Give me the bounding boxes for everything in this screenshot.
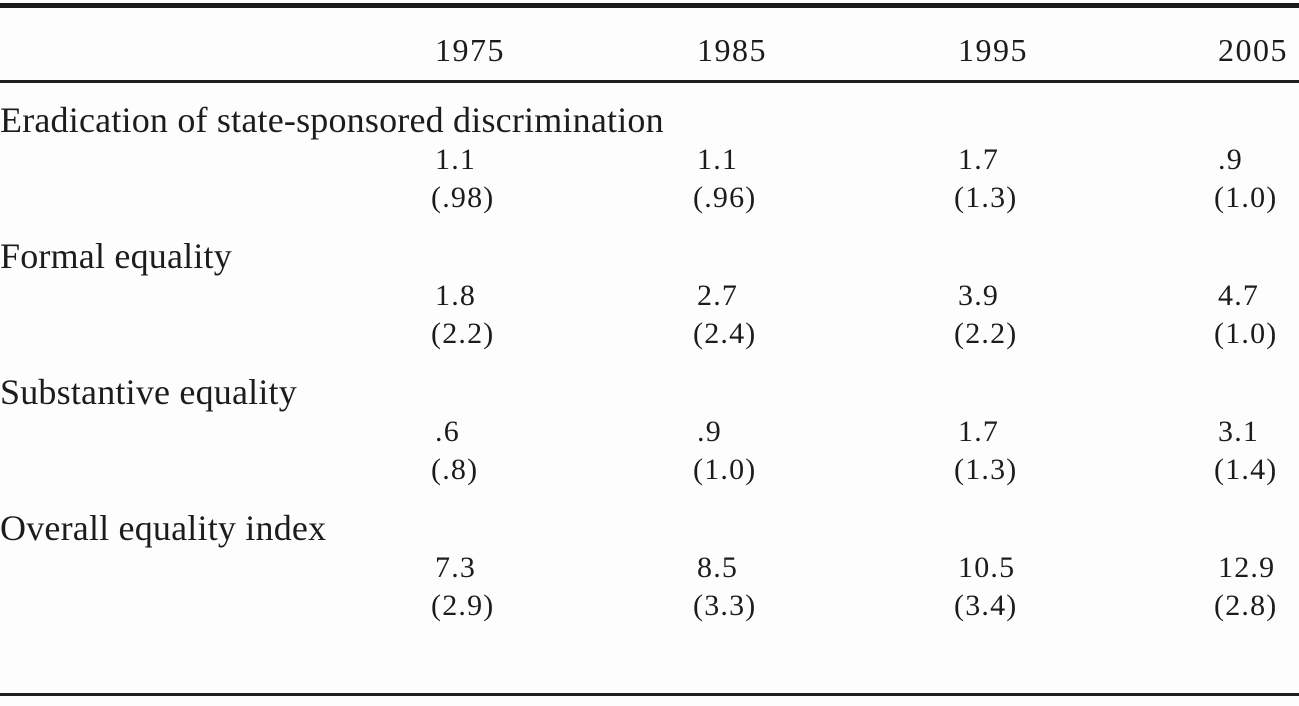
table-row-sd: (.98) (.96) (1.3) (1.0) — [0, 179, 1299, 217]
scanned-table-page: 1975 1985 1995 2005 Eradication of state… — [0, 3, 1299, 706]
stub-cell — [0, 587, 435, 625]
table-row-sd: (2.2) (2.4) (2.2) (1.0) — [0, 315, 1299, 353]
stub-cell — [0, 277, 435, 315]
row-label-overall-index: Overall equality index — [0, 508, 327, 548]
row-label-substantive-equality: Substantive equality — [0, 372, 297, 412]
stub-cell — [0, 315, 435, 353]
cell-sd: (2.8) — [1214, 589, 1278, 622]
cell-sd: (3.4) — [954, 589, 1018, 622]
table-row-label: Eradication of state-sponsored discrimin… — [0, 82, 1299, 142]
cell-mean: 3.1 — [1218, 415, 1260, 448]
cell-sd: (1.0) — [693, 453, 757, 486]
row-label-formal-equality: Formal equality — [0, 236, 232, 276]
cell-mean: 1.8 — [435, 279, 477, 312]
cell-sd: (1.3) — [954, 453, 1018, 486]
cell-sd: (2.9) — [431, 589, 495, 622]
bottom-rule — [0, 693, 1299, 696]
cell-mean: 4.7 — [1218, 279, 1260, 312]
table-row-values: .6 .9 1.7 3.1 — [0, 413, 1299, 451]
row-label-eradication: Eradication of state-sponsored discrimin… — [0, 100, 664, 140]
table-row-label: Formal equality — [0, 217, 1299, 277]
table-row-values: 1.1 1.1 1.7 .9 — [0, 141, 1299, 179]
cell-sd: (2.4) — [693, 317, 757, 350]
table-row-sd: (2.9) (3.3) (3.4) (2.8) — [0, 587, 1299, 625]
cell-sd: (1.0) — [1214, 317, 1278, 350]
table-header-row: 1975 1985 1995 2005 — [0, 8, 1299, 83]
cell-mean: 1.1 — [697, 143, 739, 176]
stub-cell — [0, 413, 435, 451]
cell-mean: .6 — [435, 415, 460, 448]
cell-sd: (1.4) — [1214, 453, 1278, 486]
top-rule — [0, 3, 1299, 8]
cell-mean: 10.5 — [958, 551, 1016, 584]
table-row-label: Substantive equality — [0, 353, 1299, 413]
table-row-label: Overall equality index — [0, 489, 1299, 549]
stub-cell — [0, 451, 435, 489]
cell-sd: (1.0) — [1214, 181, 1278, 214]
cell-mean: 1.1 — [435, 143, 477, 176]
cell-sd: (.96) — [693, 181, 757, 214]
cell-sd: (2.2) — [954, 317, 1018, 350]
column-header-1985: 1985 — [697, 8, 958, 83]
cell-mean: 1.7 — [958, 143, 1000, 176]
stub-cell — [0, 141, 435, 179]
cell-sd: (2.2) — [431, 317, 495, 350]
cell-mean: 3.9 — [958, 279, 1000, 312]
column-header-1995: 1995 — [958, 8, 1218, 83]
cell-mean: 1.7 — [958, 415, 1000, 448]
table-row-sd: (.8) (1.0) (1.3) (1.4) — [0, 451, 1299, 489]
table-row-values: 1.8 2.7 3.9 4.7 — [0, 277, 1299, 315]
cell-sd: (3.3) — [693, 589, 757, 622]
column-header-2005: 2005 — [1218, 8, 1299, 83]
cell-sd: (1.3) — [954, 181, 1018, 214]
cell-mean: 12.9 — [1218, 551, 1276, 584]
cell-mean: 7.3 — [435, 551, 477, 584]
cell-sd: (.8) — [431, 453, 479, 486]
column-header-1975: 1975 — [435, 8, 697, 83]
header-empty-cell — [0, 8, 435, 83]
stub-cell — [0, 179, 435, 217]
cell-mean: 2.7 — [697, 279, 739, 312]
equality-index-table: 1975 1985 1995 2005 Eradication of state… — [0, 8, 1299, 625]
table-row-values: 7.3 8.5 10.5 12.9 — [0, 549, 1299, 587]
cell-sd: (.98) — [431, 181, 495, 214]
cell-mean: 8.5 — [697, 551, 739, 584]
stub-cell — [0, 549, 435, 587]
cell-mean: .9 — [697, 415, 722, 448]
cell-mean: .9 — [1218, 143, 1243, 176]
